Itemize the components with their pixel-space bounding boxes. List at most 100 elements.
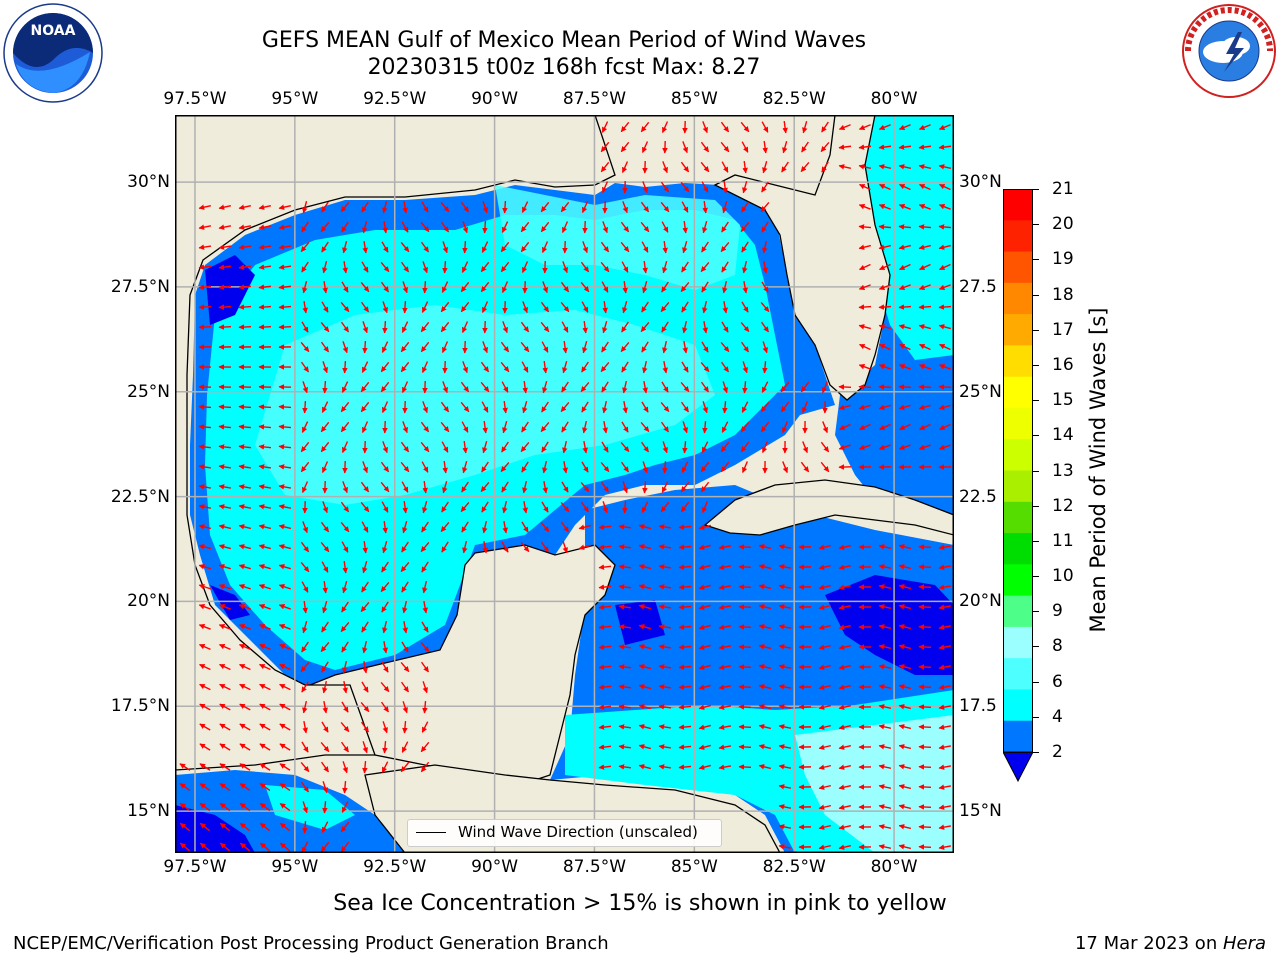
wind-arrow	[402, 521, 408, 534]
wind-arrow	[658, 544, 672, 550]
wind-arrow	[400, 661, 410, 673]
wind-arrow	[279, 802, 291, 812]
wind-arrow	[698, 704, 711, 710]
wind-arrow	[380, 701, 390, 713]
wind-arrow	[602, 400, 608, 414]
wind-arrow	[700, 261, 710, 273]
wind-arrow	[422, 280, 428, 294]
wind-arrow	[939, 263, 951, 271]
wind-arrow	[342, 481, 348, 494]
wind-arrow	[621, 161, 629, 173]
wind-arrow	[838, 644, 852, 650]
wind-arrow	[598, 624, 612, 630]
wind-arrow	[322, 501, 328, 514]
wind-arrow	[818, 844, 832, 850]
gulf-deep-spot-2	[210, 585, 250, 620]
wind-arrow	[360, 481, 370, 493]
wind-arrow	[618, 584, 632, 590]
wind-arrow	[722, 300, 728, 314]
wind-arrow	[918, 164, 932, 170]
wind-arrow	[301, 741, 309, 753]
wind-arrow	[718, 704, 732, 710]
wind-arrow	[838, 384, 852, 390]
wind-arrow	[838, 584, 852, 590]
wind-arrow	[279, 663, 291, 671]
wind-arrow	[878, 304, 892, 310]
wind-arrow	[259, 683, 271, 691]
wind-arrow	[938, 224, 952, 230]
wind-arrow	[580, 281, 590, 293]
colorbar-swatch	[1003, 689, 1033, 722]
wind-arrow	[661, 281, 669, 293]
wind-arrow	[278, 264, 292, 270]
colorbar-tick-mark	[1033, 470, 1039, 472]
wind-arrow	[721, 161, 729, 173]
wind-arrow	[401, 641, 409, 653]
wind-arrow	[938, 824, 952, 830]
wind-arrow	[340, 321, 350, 333]
wind-arrow	[442, 460, 448, 474]
wind-arrow	[278, 584, 291, 590]
wind-arrow	[878, 584, 892, 590]
wind-arrow	[362, 321, 368, 334]
wind-arrow	[600, 261, 610, 273]
wind-arrow	[541, 501, 549, 513]
wind-arrow	[918, 824, 932, 830]
wind-arrow	[279, 783, 291, 791]
wind-arrow	[520, 221, 530, 233]
wind-arrow	[622, 380, 628, 394]
wind-arrow	[742, 461, 748, 474]
wind-arrow	[702, 300, 708, 314]
wind-arrow	[818, 664, 832, 670]
wind-arrow	[678, 544, 692, 550]
wind-arrow	[442, 260, 448, 274]
wind-arrow	[761, 181, 769, 193]
wind-arrow	[380, 381, 390, 393]
wind-arrow	[700, 141, 710, 153]
wind-arrow	[582, 241, 588, 254]
wind-arrow	[540, 321, 550, 333]
wind-arrow	[641, 301, 649, 313]
wind-arrow	[219, 763, 231, 771]
wind-arrow	[838, 544, 852, 550]
wind-arrow	[340, 841, 350, 853]
wind-arrow	[918, 704, 932, 710]
wind-arrow	[380, 481, 390, 493]
wind-arrow	[681, 461, 689, 473]
wind-arrow	[301, 261, 309, 273]
wind-arrow	[402, 200, 408, 214]
wind-arrow	[878, 324, 891, 330]
wind-arrow	[618, 524, 632, 530]
wind-arrow	[701, 241, 709, 253]
wind-arrow	[218, 643, 231, 651]
wind-arrow	[238, 564, 251, 570]
colorbar-swatch	[1003, 407, 1033, 440]
wind-arrow	[800, 461, 810, 473]
wind-arrow	[340, 721, 350, 733]
wind-arrow	[258, 504, 272, 510]
wind-arrow	[878, 744, 892, 750]
wind-arrow	[718, 544, 732, 550]
wind-arrow	[638, 604, 651, 610]
wind-arrow	[638, 704, 651, 710]
wind-arrow	[302, 381, 308, 394]
wind-arrow	[502, 400, 508, 414]
wind-arrow	[218, 244, 232, 250]
wind-arrow	[678, 604, 692, 610]
wind-arrow	[400, 241, 410, 253]
wind-arrow	[878, 124, 891, 130]
wind-arrow	[301, 581, 309, 593]
wind-arrow	[341, 701, 349, 713]
wind-arrow	[601, 181, 609, 193]
wind-arrow	[879, 343, 891, 351]
wind-arrow	[758, 684, 771, 690]
wind-arrow	[400, 461, 410, 473]
wind-arrow	[598, 524, 612, 530]
longitude-tick-label: 95°W	[271, 857, 319, 877]
wind-arrow	[279, 842, 291, 852]
wind-arrow	[258, 424, 272, 430]
wind-arrow	[179, 763, 191, 771]
colorbar-tick-mark	[1033, 681, 1039, 683]
wind-arrow	[760, 201, 770, 213]
wind-arrow	[820, 441, 830, 453]
